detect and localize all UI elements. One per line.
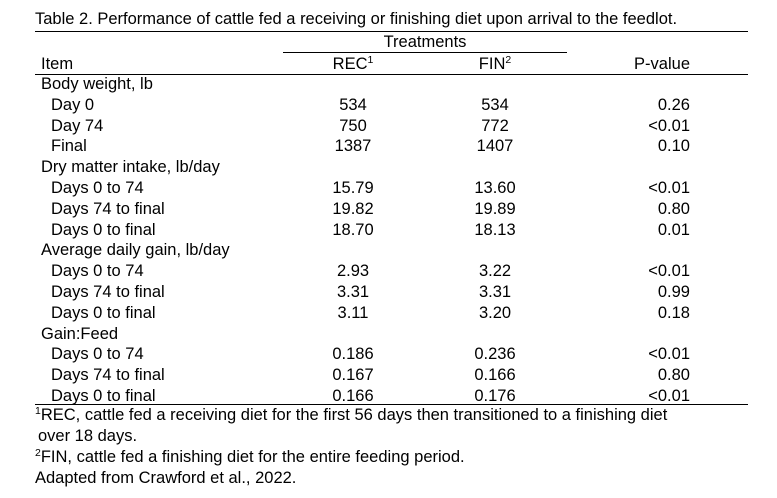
p-value: <0.01: [648, 387, 690, 405]
p-value: <0.01: [648, 179, 690, 197]
fin-value: 0.166: [474, 366, 516, 385]
treatments-header: Treatments: [383, 33, 467, 51]
column-header-pvalue: P-value: [634, 55, 690, 73]
p-value: <0.01: [648, 116, 690, 135]
column-header-fin: FIN2: [478, 54, 512, 73]
top-rule: [35, 31, 748, 32]
p-value: <0.01: [648, 345, 690, 364]
p-value: 0.10: [657, 137, 690, 156]
rec-value: 19.82: [332, 199, 374, 218]
fin-value: 19.89: [474, 199, 516, 218]
rec-value: 534: [339, 95, 367, 114]
fin-value: 1407: [476, 137, 514, 156]
rec-value: 750: [339, 116, 367, 135]
rec-value: 1387: [334, 137, 372, 156]
p-value: <0.01: [648, 262, 690, 281]
rec-value: 0.166: [332, 387, 374, 405]
row-label: Days 0 to final: [51, 387, 156, 405]
fin-value: 3.22: [478, 262, 512, 281]
row-label: Days 74 to final: [51, 199, 165, 218]
section-title: Body weight, lb: [41, 75, 153, 93]
p-value: 0.99: [657, 283, 690, 301]
treatments-rule: [283, 52, 567, 53]
row-label: Days 0 to 74: [51, 262, 144, 281]
row-label: Days 0 to final: [51, 220, 156, 239]
bottom-rule: [35, 404, 748, 405]
section-title: Gain:Feed: [41, 324, 119, 343]
column-header-rec: REC1: [332, 54, 374, 73]
rec-value: 3.31: [336, 283, 370, 301]
fin-value: 3.31: [478, 283, 512, 301]
rec-value: 3.11: [337, 303, 369, 322]
row-label: Day 0: [51, 95, 95, 114]
p-value: 0.18: [657, 303, 690, 322]
fin-value: 534: [481, 95, 509, 114]
rec-value: 0.186: [332, 345, 374, 364]
column-header-item: Item: [41, 55, 74, 73]
row-label: Days 0 to 74: [51, 345, 144, 364]
row-label: Day 74: [51, 116, 104, 135]
rec-value: 0.167: [332, 366, 374, 385]
p-value: 0.80: [657, 199, 690, 218]
fin-value: 0.236: [474, 345, 516, 364]
row-label: Days 74 to final: [51, 283, 165, 301]
source-note: Adapted from Crawford et al., 2022.: [35, 469, 297, 487]
fin-value: 18.13: [474, 220, 516, 239]
fin-value: 0.176: [474, 387, 516, 405]
header-rule: [35, 74, 748, 75]
rec-value: 15.79: [332, 179, 374, 197]
rec-value: 18.70: [332, 220, 374, 239]
row-label: Final: [51, 137, 87, 156]
table-caption: Table 2. Performance of cattle fed a rec…: [35, 10, 678, 28]
p-value: 0.80: [657, 366, 690, 385]
fin-value: 3.20: [478, 303, 512, 322]
footnote-ref-1: 1: [367, 54, 374, 66]
footnote-2: 2FIN, cattle fed a finishing diet for th…: [35, 447, 465, 466]
rec-value: 2.93: [336, 262, 370, 281]
p-value: 0.01: [657, 220, 690, 239]
row-label: Days 74 to final: [51, 366, 165, 385]
fin-value: 13.60: [474, 179, 516, 197]
row-label: Days 0 to 74: [51, 179, 144, 197]
footnote-ref-2: 2: [505, 54, 512, 66]
fin-value: 772: [481, 116, 509, 135]
section-title: Dry matter intake, lb/day: [41, 158, 220, 177]
p-value: 0.26: [657, 95, 690, 114]
row-label: Days 0 to final: [51, 303, 156, 322]
section-title: Average daily gain, lb/day: [41, 241, 230, 260]
footnote-1-continued: over 18 days.: [38, 427, 138, 445]
footnote-1: 1REC, cattle fed a receiving diet for th…: [35, 405, 668, 424]
